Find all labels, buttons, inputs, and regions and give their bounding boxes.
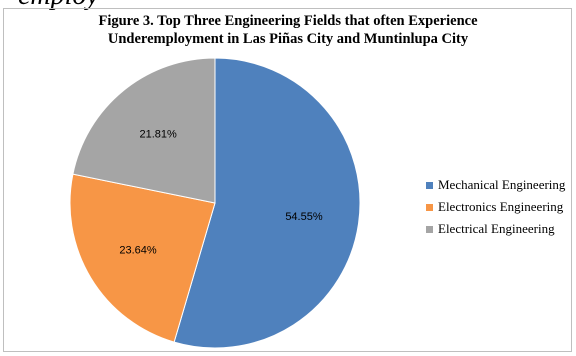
cropped-header-text: employ	[18, 0, 99, 12]
pie-data-labels: 54.55% 23.64% 21.81%	[119, 128, 323, 256]
chart-title-line-2: Underemployment in Las Piñas City and Mu…	[107, 31, 469, 47]
legend-item: Electronics Engineering	[426, 196, 565, 218]
legend-swatch-mechanical	[426, 181, 433, 189]
pie-slices	[69, 57, 361, 349]
legend-swatch-electronics	[426, 203, 433, 211]
legend-label-electrical: Electrical Engineering	[438, 221, 555, 236]
data-label-electronics: 23.64%	[119, 244, 157, 256]
legend-label-mechanical: Mechanical Engineering	[438, 177, 566, 192]
data-label-mechanical: 54.55%	[285, 211, 323, 223]
chart-title-line-1: Figure 3. Top Three Engineering Fields t…	[98, 13, 478, 29]
chart-area-border	[3, 8, 572, 352]
pie-slice-electronics	[69, 173, 216, 343]
legend-item: Mechanical Engineering	[426, 174, 565, 196]
data-label-electrical: 21.81%	[139, 128, 177, 140]
pie-slice-mechanical	[173, 57, 361, 349]
legend-swatch-electrical	[426, 225, 433, 233]
chart-title: Figure 3. Top Three Engineering Fields t…	[0, 12, 576, 48]
legend-label-electronics: Electronics Engineering	[438, 199, 564, 214]
legend-item: Electrical Engineering	[426, 218, 565, 240]
pie-slice-electrical	[72, 57, 216, 204]
chart-legend: Mechanical Engineering Electronics Engin…	[426, 174, 565, 240]
